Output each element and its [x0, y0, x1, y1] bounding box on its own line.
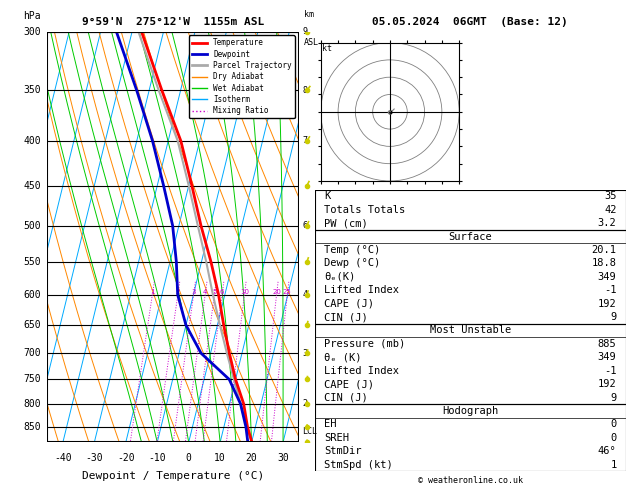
- Text: 1: 1: [610, 460, 616, 469]
- Text: CIN (J): CIN (J): [324, 393, 367, 402]
- Text: 18.8: 18.8: [591, 259, 616, 268]
- Text: 1: 1: [150, 289, 155, 295]
- Text: 3: 3: [303, 349, 308, 358]
- Text: 400: 400: [23, 136, 41, 146]
- Text: 9: 9: [303, 27, 308, 36]
- Text: 192: 192: [598, 298, 616, 309]
- Text: Surface: Surface: [448, 231, 492, 242]
- Text: 350: 350: [23, 85, 41, 95]
- Text: Pressure (mb): Pressure (mb): [324, 339, 405, 349]
- Text: 0: 0: [610, 433, 616, 443]
- Text: θₑ (K): θₑ (K): [324, 352, 361, 363]
- Text: 0: 0: [610, 419, 616, 430]
- Text: 7: 7: [303, 136, 308, 145]
- Text: 10: 10: [240, 289, 249, 295]
- Text: StmSpd (kt): StmSpd (kt): [324, 460, 392, 469]
- Text: © weatheronline.co.uk: © weatheronline.co.uk: [418, 476, 523, 485]
- Text: LCL: LCL: [303, 427, 318, 436]
- Text: Lifted Index: Lifted Index: [324, 366, 399, 376]
- Text: 800: 800: [23, 399, 41, 409]
- Text: 25: 25: [283, 289, 292, 295]
- Text: K: K: [324, 191, 330, 201]
- Text: ASL: ASL: [304, 38, 319, 47]
- Text: 300: 300: [23, 27, 41, 36]
- Text: SREH: SREH: [324, 433, 349, 443]
- Text: -20: -20: [117, 452, 135, 463]
- Text: 349: 349: [598, 272, 616, 282]
- Text: 349: 349: [598, 352, 616, 363]
- Text: 600: 600: [23, 290, 41, 300]
- Text: 42: 42: [604, 205, 616, 215]
- Text: 4: 4: [203, 289, 208, 295]
- Text: Lifted Index: Lifted Index: [324, 285, 399, 295]
- Text: 20.1: 20.1: [591, 245, 616, 255]
- Text: 9: 9: [610, 393, 616, 402]
- Text: 700: 700: [23, 348, 41, 358]
- Text: 850: 850: [23, 422, 41, 432]
- Text: -10: -10: [148, 452, 166, 463]
- Text: CAPE (J): CAPE (J): [324, 298, 374, 309]
- Text: 20: 20: [246, 452, 257, 463]
- Legend: Temperature, Dewpoint, Parcel Trajectory, Dry Adiabat, Wet Adiabat, Isotherm, Mi: Temperature, Dewpoint, Parcel Trajectory…: [189, 35, 295, 118]
- Text: 0: 0: [186, 452, 192, 463]
- Text: θₑ(K): θₑ(K): [324, 272, 355, 282]
- Text: CIN (J): CIN (J): [324, 312, 367, 322]
- Text: 750: 750: [23, 374, 41, 384]
- Text: 05.05.2024  06GMT  (Base: 12): 05.05.2024 06GMT (Base: 12): [372, 17, 568, 27]
- Text: 6: 6: [220, 289, 225, 295]
- Text: -30: -30: [86, 452, 103, 463]
- Text: -40: -40: [54, 452, 72, 463]
- Text: kt: kt: [322, 44, 332, 53]
- Text: Most Unstable: Most Unstable: [430, 326, 511, 335]
- Text: Hodograph: Hodograph: [442, 406, 498, 416]
- Text: 5: 5: [212, 289, 216, 295]
- Text: Dewpoint / Temperature (°C): Dewpoint / Temperature (°C): [82, 471, 264, 481]
- Text: Temp (°C): Temp (°C): [324, 245, 380, 255]
- Text: 20: 20: [272, 289, 281, 295]
- Text: -1: -1: [604, 285, 616, 295]
- Text: 8: 8: [303, 86, 308, 95]
- Text: Totals Totals: Totals Totals: [324, 205, 405, 215]
- Text: EH: EH: [324, 419, 337, 430]
- Text: 46°: 46°: [598, 446, 616, 456]
- Text: Dewp (°C): Dewp (°C): [324, 259, 380, 268]
- Text: 450: 450: [23, 180, 41, 191]
- Text: 10: 10: [214, 452, 226, 463]
- Text: 6: 6: [303, 221, 308, 230]
- Text: 885: 885: [598, 339, 616, 349]
- Text: 192: 192: [598, 379, 616, 389]
- Text: km: km: [304, 10, 314, 19]
- Text: 9°59'N  275°12'W  1155m ASL: 9°59'N 275°12'W 1155m ASL: [82, 17, 264, 27]
- Text: StmDir: StmDir: [324, 446, 361, 456]
- Text: 3.2: 3.2: [598, 218, 616, 228]
- Text: 2: 2: [175, 289, 180, 295]
- Text: 2: 2: [303, 399, 308, 408]
- Text: 4: 4: [303, 290, 308, 299]
- Text: 35: 35: [604, 191, 616, 201]
- Text: 9: 9: [610, 312, 616, 322]
- Text: 3: 3: [191, 289, 196, 295]
- Text: -1: -1: [604, 366, 616, 376]
- Text: hPa: hPa: [23, 11, 41, 21]
- Text: 550: 550: [23, 257, 41, 267]
- Text: 500: 500: [23, 221, 41, 230]
- Text: 650: 650: [23, 320, 41, 330]
- Text: CAPE (J): CAPE (J): [324, 379, 374, 389]
- Text: 30: 30: [277, 452, 289, 463]
- Text: PW (cm): PW (cm): [324, 218, 367, 228]
